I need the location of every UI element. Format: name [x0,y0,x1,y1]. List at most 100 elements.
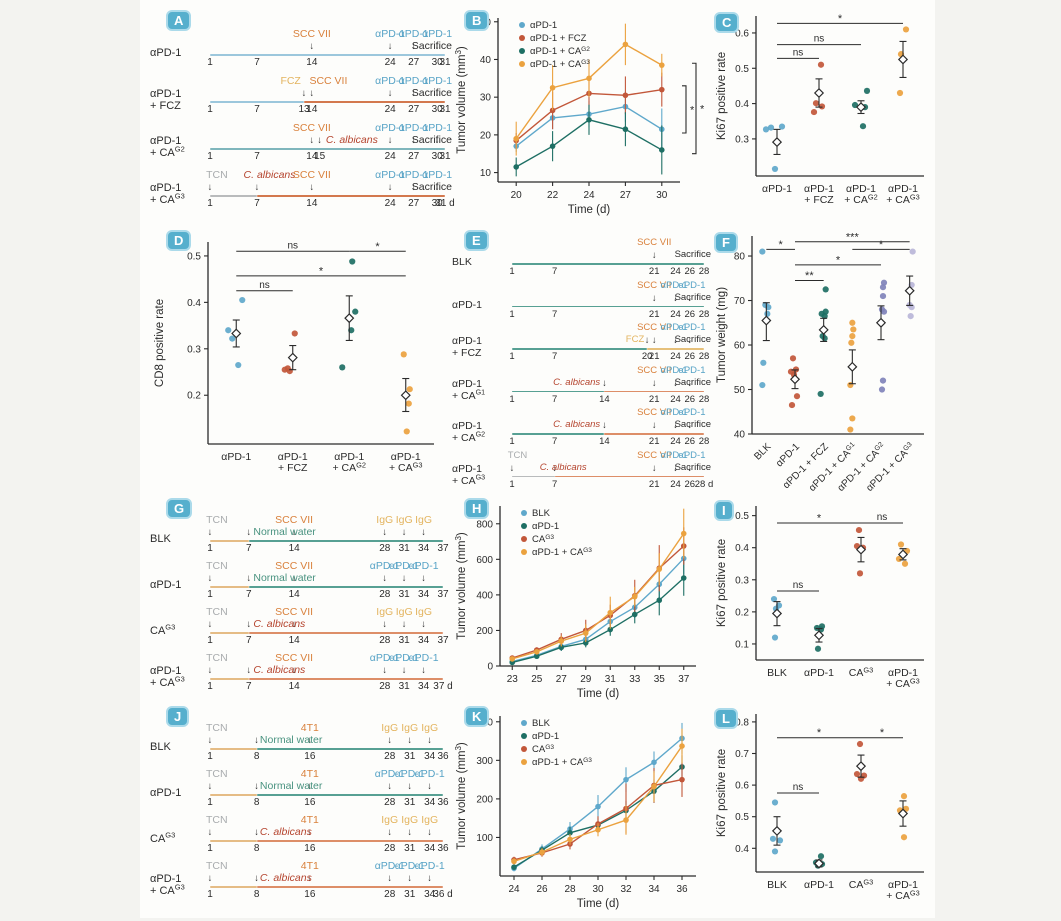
data-point [291,330,298,337]
event-arrow-icon: ↓ [434,41,440,52]
timeline-line-segment [554,475,704,478]
event-arrow-icon: ↓ [427,781,433,792]
data-point [406,386,413,393]
timeline-line-segment [210,586,249,588]
text-run: 0.2 [735,607,749,618]
sacrifice-label: Sacrifice [411,87,452,99]
group-label-line: + CAG3 [452,473,486,487]
data-point [586,75,592,82]
data-point [558,638,565,644]
timeline-line-segment [512,263,704,265]
data-point [814,645,822,652]
data-point [229,335,236,342]
y-axis-title: Tumor volume (mm3) [454,532,468,640]
day-tick-label: 16 [304,751,316,762]
legend-marker [519,22,525,28]
mean-marker [761,315,772,326]
day-tick-label: 8 [253,889,260,900]
legend-label: BLK [532,718,551,729]
group-label-line: + CAG2 [150,144,185,159]
day-tick-label: 28 [379,635,391,646]
y-tick-label: 0.2 [187,391,201,402]
y-tick-label: 0.2 [735,607,749,618]
day-tick-label: 24 [670,351,681,362]
day-tick-label: 14 [288,635,300,646]
text-run: 0.1 [735,639,749,650]
day-tick-label: 26 [684,266,696,277]
day-tick-label: 28 [379,681,391,692]
event-label: TCN [206,606,228,618]
text-run: αPD-1 [888,667,918,679]
day-tick-label: 1 [207,198,213,209]
timeline-row: BLK 1 7 14 28 31 34 37 ↓ ↓ ↓ ↓ ↓ ↓ TCN SCC VII IgG IgG IgG… [150,513,452,559]
event-label: αPD-1 [408,652,439,664]
mean-marker [231,328,242,339]
legend-label: αPD-1 [532,521,559,532]
timeline-line-segment [256,840,443,842]
y-tick-label: 0.4 [735,543,749,554]
event-label: C. albicans [259,872,312,884]
event-label: αPD-1 [422,75,453,87]
legend-label: αPD-1 + CAG3 [532,757,592,768]
text-run: BLK [532,718,551,729]
significance-label: ns [287,240,298,251]
data-point [659,147,665,153]
day-tick-label: 26 [684,393,696,405]
event-arrow-icon: ↓ [309,88,315,99]
text-run: * [375,241,380,253]
text-run: 400 [476,590,493,601]
chart-b-svg: 1020304050Tumor volume (mm3)2022242730Ti… [454,17,705,216]
event-label: αPD-1 [660,364,688,376]
data-point [339,364,346,371]
data-point [849,319,856,326]
event-arrow-icon: ↓ [207,781,213,792]
text-run: 36 [676,884,688,895]
timeline-line-segment [512,348,648,350]
day-tick-label: 36 [437,751,449,762]
text-run: 0.2 [187,391,201,402]
event-label: Normal water [253,526,316,538]
text-run: * [817,727,822,739]
legend-label: αPD-1 [530,20,557,31]
timeline-line-segment [210,195,257,197]
group-label-line: αPD-1 [150,787,182,799]
timeline-line-segment [257,195,445,197]
y-tick-label: 0.3 [187,344,201,355]
data-point [759,381,766,389]
mean-marker [875,317,887,328]
data-point [849,333,856,340]
text-run: 60 [734,341,746,352]
mean-marker [855,761,867,772]
mean-marker [897,808,909,819]
text-run: 0.5 [735,511,749,522]
text-run: 0.4 [735,99,749,110]
mean-marker [904,285,915,296]
event-label: αPD-1 [375,169,406,181]
text-run: ) [456,46,468,50]
text-run: + FCZ [804,194,834,206]
day-tick-label: 34 [424,843,436,854]
data-point [349,258,356,265]
text-run: 20 [480,130,492,141]
legend-marker [519,61,525,67]
day-tick-label: 36 [437,843,449,854]
group-label-line: + CAG3 [150,882,185,897]
text-run: 35 [654,674,666,685]
day-tick-label: 7 [246,543,252,554]
panel-i-badge: I [714,500,734,521]
data-point [225,327,232,334]
event-arrow-icon: ↓ [411,41,417,52]
text-run: 50 [734,385,746,396]
category-label: BLK [767,667,787,679]
mean-marker [847,361,858,372]
event-label: αPD-1 [398,75,429,87]
timeline-line-segment [248,540,443,542]
text-run: G2 [874,441,886,453]
text-run: αPD-1 [221,451,251,463]
event-arrow-icon: ↓ [407,781,413,792]
event-label: C. albicans [325,134,378,146]
text-run: 24 [583,190,595,201]
day-tick-label: 37 [437,635,449,646]
text-run: 34 [648,884,660,895]
y-axis-title: Tumor volume (mm3) [454,742,468,850]
